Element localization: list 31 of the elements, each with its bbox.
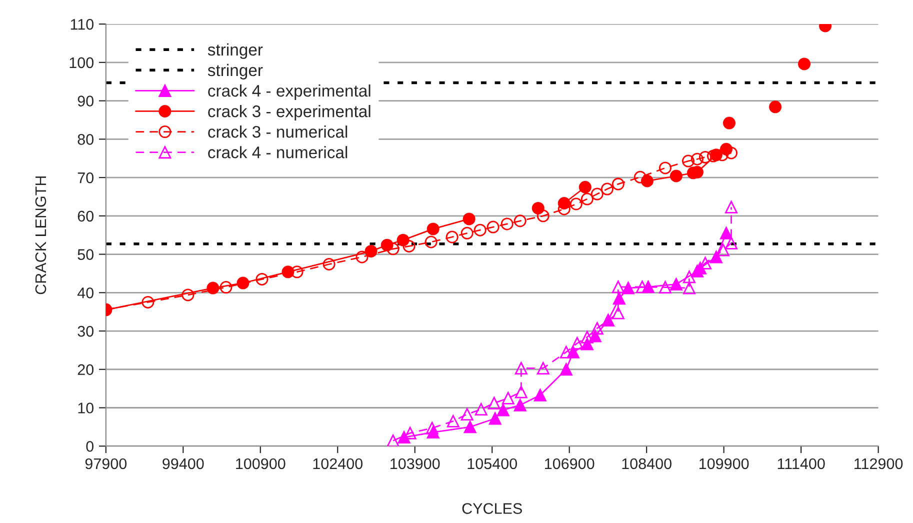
legend-label: crack 3 - experimental xyxy=(208,104,370,121)
x-axis-title: CYCLES xyxy=(462,503,522,514)
legend-label: crack 4 - experimental xyxy=(208,84,370,100)
y-tick-label: 40 xyxy=(77,288,94,298)
x-tick-label: 108400 xyxy=(622,458,672,470)
y-tick-label: 90 xyxy=(78,96,94,106)
x-tick-label: 103900 xyxy=(390,458,440,470)
x-tick-label: 97900 xyxy=(85,458,127,470)
y-tick-label: 0 xyxy=(86,440,94,452)
x-tick-label: 102400 xyxy=(313,458,363,470)
x-tick-label: 112900 xyxy=(854,458,903,470)
y-tick-label: 80 xyxy=(78,134,94,145)
x-tick-label: 109900 xyxy=(700,458,749,470)
y-tick-label: 10 xyxy=(78,402,94,414)
y-tick-label: 70 xyxy=(78,172,94,184)
y-tick-label: 50 xyxy=(78,249,94,260)
legend-label: crack 4 - numerical xyxy=(208,146,348,158)
y-tick-label: 60 xyxy=(78,210,94,222)
y-tick-label: 100 xyxy=(70,57,94,68)
x-tick-label: 100900 xyxy=(236,458,286,470)
x-tick-label: 111400 xyxy=(778,458,825,470)
y-tick-label: 110 xyxy=(70,18,94,30)
y-tick-label: 20 xyxy=(78,364,94,376)
legend-label: crack 3 - numerical xyxy=(208,126,348,138)
legend-label: stringer xyxy=(208,43,263,59)
x-tick-label: 106900 xyxy=(545,458,594,470)
y-axis-title: CRACK LENGTH xyxy=(35,176,46,294)
x-tick-label: 99400 xyxy=(162,458,204,470)
legend-label: stringer xyxy=(208,64,263,80)
y-tick-label: 30 xyxy=(78,326,94,337)
x-tick-label: 105400 xyxy=(468,458,517,470)
